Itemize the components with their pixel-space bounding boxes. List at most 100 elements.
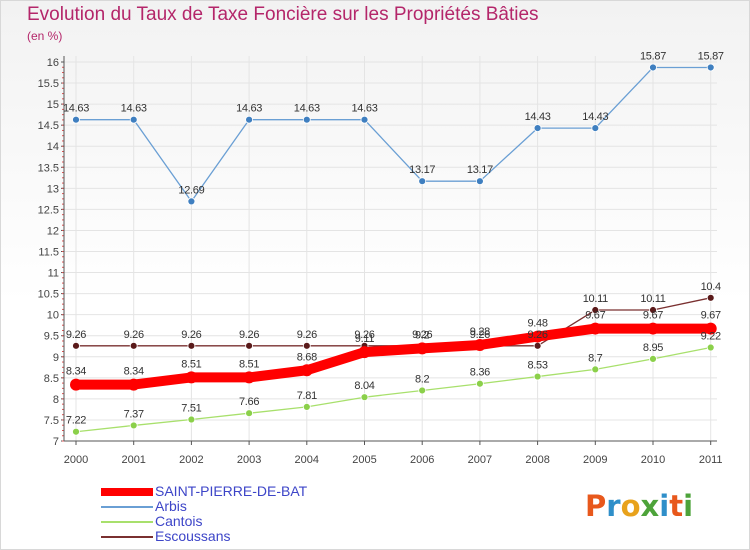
y-tick-label: 11: [48, 268, 59, 280]
y-tick-label: 7.5: [44, 415, 59, 427]
x-tick-label: 2000: [64, 454, 88, 466]
data-point: [533, 341, 542, 350]
data-point: [243, 371, 256, 384]
logo-letter: x: [640, 489, 660, 523]
series-line-escoussans: [75, 297, 712, 347]
y-tick-label: 8: [53, 394, 59, 406]
data-label: 7.22: [66, 415, 86, 427]
data-point: [358, 346, 371, 359]
x-tick-label: 2002: [179, 454, 203, 466]
data-point: [129, 115, 138, 124]
y-tick-label: 13: [47, 183, 59, 195]
x-tick-label: 2007: [468, 454, 492, 466]
data-point: [591, 306, 600, 314]
logo-letter: t: [669, 489, 684, 523]
chart-axes: 7 7.5 8 8.5 9 9.5 10 10.5 11 11.5 12 12.5 13 13.5 14 14…: [38, 56, 723, 466]
data-point: [302, 402, 311, 411]
data-label: 9.26: [297, 329, 317, 341]
legend-swatch: [101, 521, 153, 523]
data-label: 9.26: [527, 329, 547, 341]
data-label: 7.81: [297, 390, 317, 402]
y-tick-label: 15.5: [38, 78, 59, 90]
data-label: 9.26: [239, 329, 259, 341]
data-label: 9.11: [355, 333, 375, 345]
y-tick-label: 10.5: [38, 289, 59, 301]
y-tick-label: 12: [47, 225, 59, 237]
data-label: 13.17: [409, 164, 435, 176]
data-point: [531, 330, 544, 343]
data-label: 10.4: [701, 281, 721, 293]
series-line-arbis: [75, 66, 712, 203]
y-tick-label: 14.5: [38, 120, 59, 132]
data-point: [187, 415, 196, 424]
data-label: 14.63: [351, 103, 377, 115]
x-tick-label: 2006: [410, 454, 434, 466]
data-point: [649, 63, 657, 72]
series-line-cantois: [75, 346, 712, 433]
data-point: [589, 322, 602, 335]
data-point: [245, 115, 254, 124]
data-label: 9.26: [181, 329, 201, 341]
data-point: [704, 322, 717, 335]
y-tick-label: 7: [53, 436, 59, 448]
data-point: [302, 341, 311, 350]
legend-label: Arbis: [155, 498, 187, 514]
data-label: 12.69: [178, 184, 204, 196]
data-label: 9.26: [66, 329, 86, 341]
data-label: 14.43: [525, 111, 551, 123]
data-label: 8.95: [643, 342, 663, 354]
data-label: 9.67: [585, 310, 605, 322]
data-point: [416, 342, 429, 355]
data-label: 9.2: [415, 329, 430, 341]
logo-letter: i: [659, 489, 670, 523]
data-label: 8.68: [297, 351, 317, 363]
data-point: [72, 427, 80, 436]
y-tick-label: 15: [47, 99, 59, 111]
data-label: 8.34: [124, 366, 144, 378]
legend-swatch: [101, 506, 153, 508]
logo-letter: r: [606, 489, 621, 523]
legend-label: SAINT-PIERRE-DE-BAT: [155, 483, 308, 499]
data-label: 9.67: [643, 310, 663, 322]
data-label: 15.87: [640, 50, 666, 62]
data-label: 8.53: [527, 360, 547, 372]
y-tick-label: 9: [53, 352, 59, 364]
logo-letter: o: [620, 489, 641, 523]
data-point: [129, 421, 138, 430]
data-point: [70, 378, 82, 391]
data-point: [533, 372, 542, 381]
x-tick-label: 2009: [583, 454, 607, 466]
data-label: 10.11: [583, 293, 608, 305]
data-point: [647, 322, 659, 335]
data-point: [185, 371, 198, 384]
data-label: 14.63: [294, 103, 320, 115]
x-tick-label: 2004: [295, 454, 319, 466]
data-point: [706, 343, 715, 352]
data-label: 8.51: [239, 358, 259, 370]
data-label: 8.36: [470, 367, 490, 379]
data-point: [127, 378, 140, 391]
data-label: 9.22: [701, 331, 721, 343]
data-point: [706, 293, 715, 302]
data-point: [706, 63, 715, 72]
data-label: 8.51: [181, 358, 201, 370]
data-label: 7.66: [239, 396, 259, 408]
data-label: 9.26: [354, 329, 374, 341]
data-point: [533, 124, 542, 133]
data-point: [245, 341, 254, 350]
x-tick-label: 2001: [121, 454, 145, 466]
data-point: [245, 409, 254, 418]
y-tick-label: 8.5: [44, 373, 59, 385]
data-label: 7.51: [181, 403, 201, 415]
data-point: [360, 393, 369, 402]
x-tick-label: 2003: [237, 454, 261, 466]
legend-swatch: [101, 536, 153, 538]
data-point: [72, 115, 80, 124]
legend-label: Escoussans: [155, 528, 231, 544]
data-point: [129, 341, 138, 350]
data-label: 9.26: [470, 329, 490, 341]
y-tick-label: 9.5: [44, 331, 59, 343]
x-tick-label: 2010: [641, 454, 665, 466]
logo-letter: P: [585, 489, 607, 523]
